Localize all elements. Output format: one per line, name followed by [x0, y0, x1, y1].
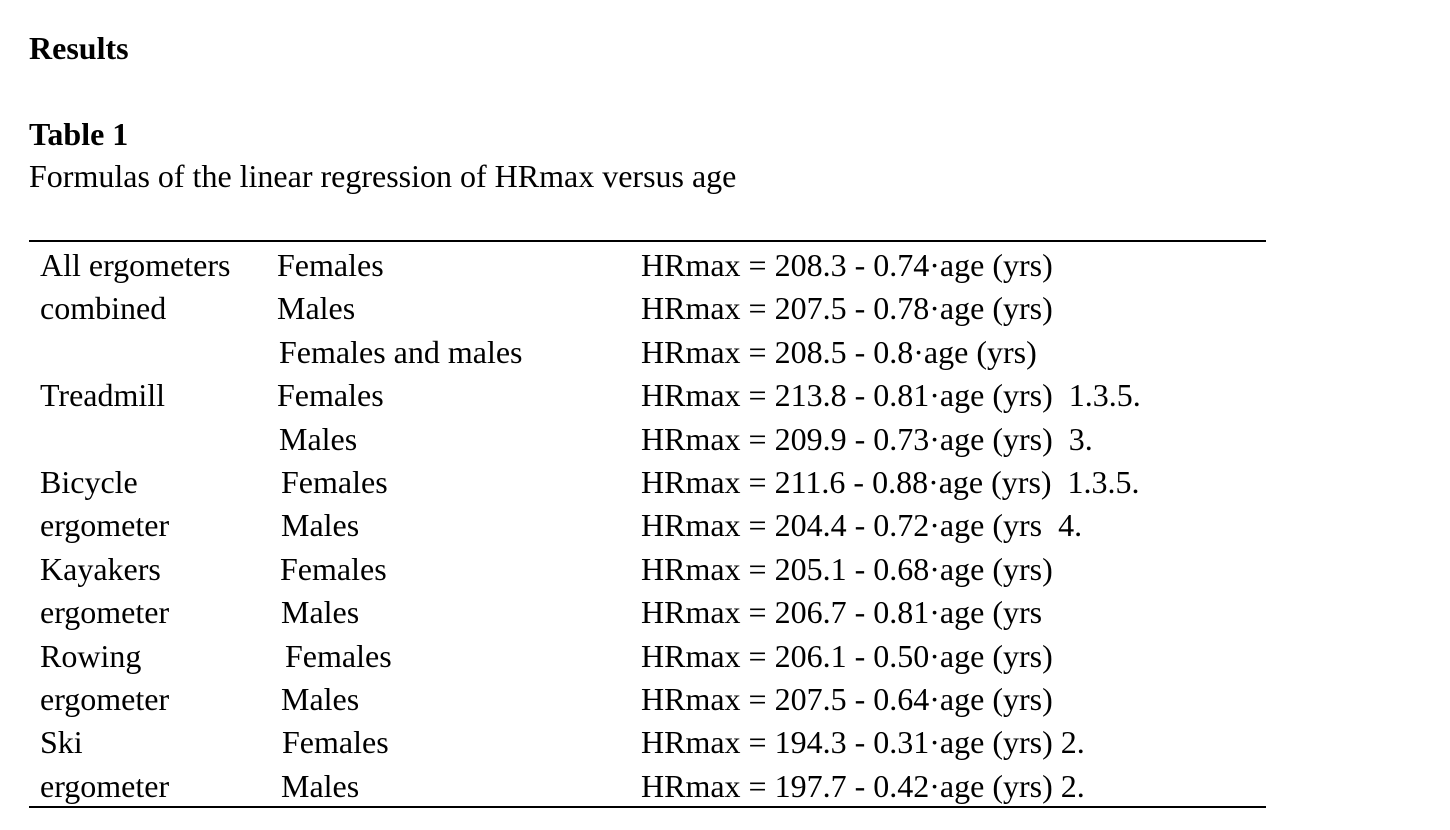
table-cell-sex: Males — [281, 594, 360, 631]
table-cell-sex: Males — [281, 681, 360, 717]
table-cell-group: combined — [40, 290, 167, 327]
table-cell-group: ergometer — [40, 594, 170, 631]
table-cell-group: Treadmill — [40, 377, 166, 414]
table-cell-sex: Males — [281, 767, 360, 804]
table-cell-formula: HRmax = 206.7 - 0.81·age (yrs — [641, 594, 1043, 631]
table-bottom-rule — [29, 806, 1266, 808]
table-cell-group: Bicycle — [40, 464, 138, 500]
table-cell-formula: HRmax = 197.7 - 0.42·age (yrs) 2. — [641, 767, 1085, 804]
table-cell-formula: HRmax = 194.3 - 0.31·age (yrs) 2. — [641, 724, 1085, 761]
table-cell-sex: Females and males — [279, 333, 523, 370]
table-cell-formula: HRmax = 206.1 - 0.50·age (yrs) — [641, 637, 1053, 674]
table-cell-formula: HRmax = 205.1 - 0.68·age (yrs) — [641, 550, 1053, 587]
table-cell-group: Kayakers — [40, 550, 161, 587]
table-cell-group: ergometer — [40, 681, 170, 717]
table-cell-formula: HRmax = 209.9 - 0.73·age (yrs) 3. — [641, 420, 1093, 457]
table-cell-formula: HRmax = 208.5 - 0.8·age (yrs) — [641, 333, 1037, 370]
table-cell-formula: HRmax = 207.5 - 0.64·age (yrs) — [641, 681, 1053, 717]
table-cell-sex: Males — [277, 290, 356, 327]
section-heading: Results — [29, 30, 129, 66]
table-cell-formula: HRmax = 213.8 - 0.81·age (yrs) 1.3.5. — [641, 377, 1141, 414]
table-cell-formula: HRmax = 211.6 - 0.88·age (yrs) 1.3.5. — [641, 464, 1140, 500]
table-caption: Formulas of the linear regression of HRm… — [29, 158, 737, 194]
table-cell-sex: Males — [279, 420, 358, 457]
table-cell-group: ergometer — [40, 507, 170, 544]
table-cell-group: Ski — [40, 724, 83, 761]
table-cell-sex: Females — [280, 550, 387, 587]
table-cell-sex: Males — [281, 507, 360, 544]
table-cell-formula: HRmax = 207.5 - 0.78·age (yrs) — [641, 290, 1053, 327]
table-label: Table 1 — [29, 116, 129, 152]
table-top-rule — [29, 240, 1266, 242]
table-cell-group: ergometer — [40, 767, 170, 804]
table-cell-sex: Females — [282, 724, 389, 761]
table-cell-group: All ergometers — [40, 247, 231, 283]
table-cell-sex: Females — [277, 247, 384, 283]
table-cell-formula: HRmax = 204.4 - 0.72·age (yrs 4. — [641, 507, 1083, 544]
table-cell-formula: HRmax = 208.3 - 0.74·age (yrs) — [641, 247, 1053, 283]
table-cell-sex: Females — [281, 464, 388, 500]
table-cell-sex: Females — [285, 637, 392, 674]
table-cell-sex: Females — [277, 377, 384, 414]
table-cell-group: Rowing — [40, 637, 142, 674]
